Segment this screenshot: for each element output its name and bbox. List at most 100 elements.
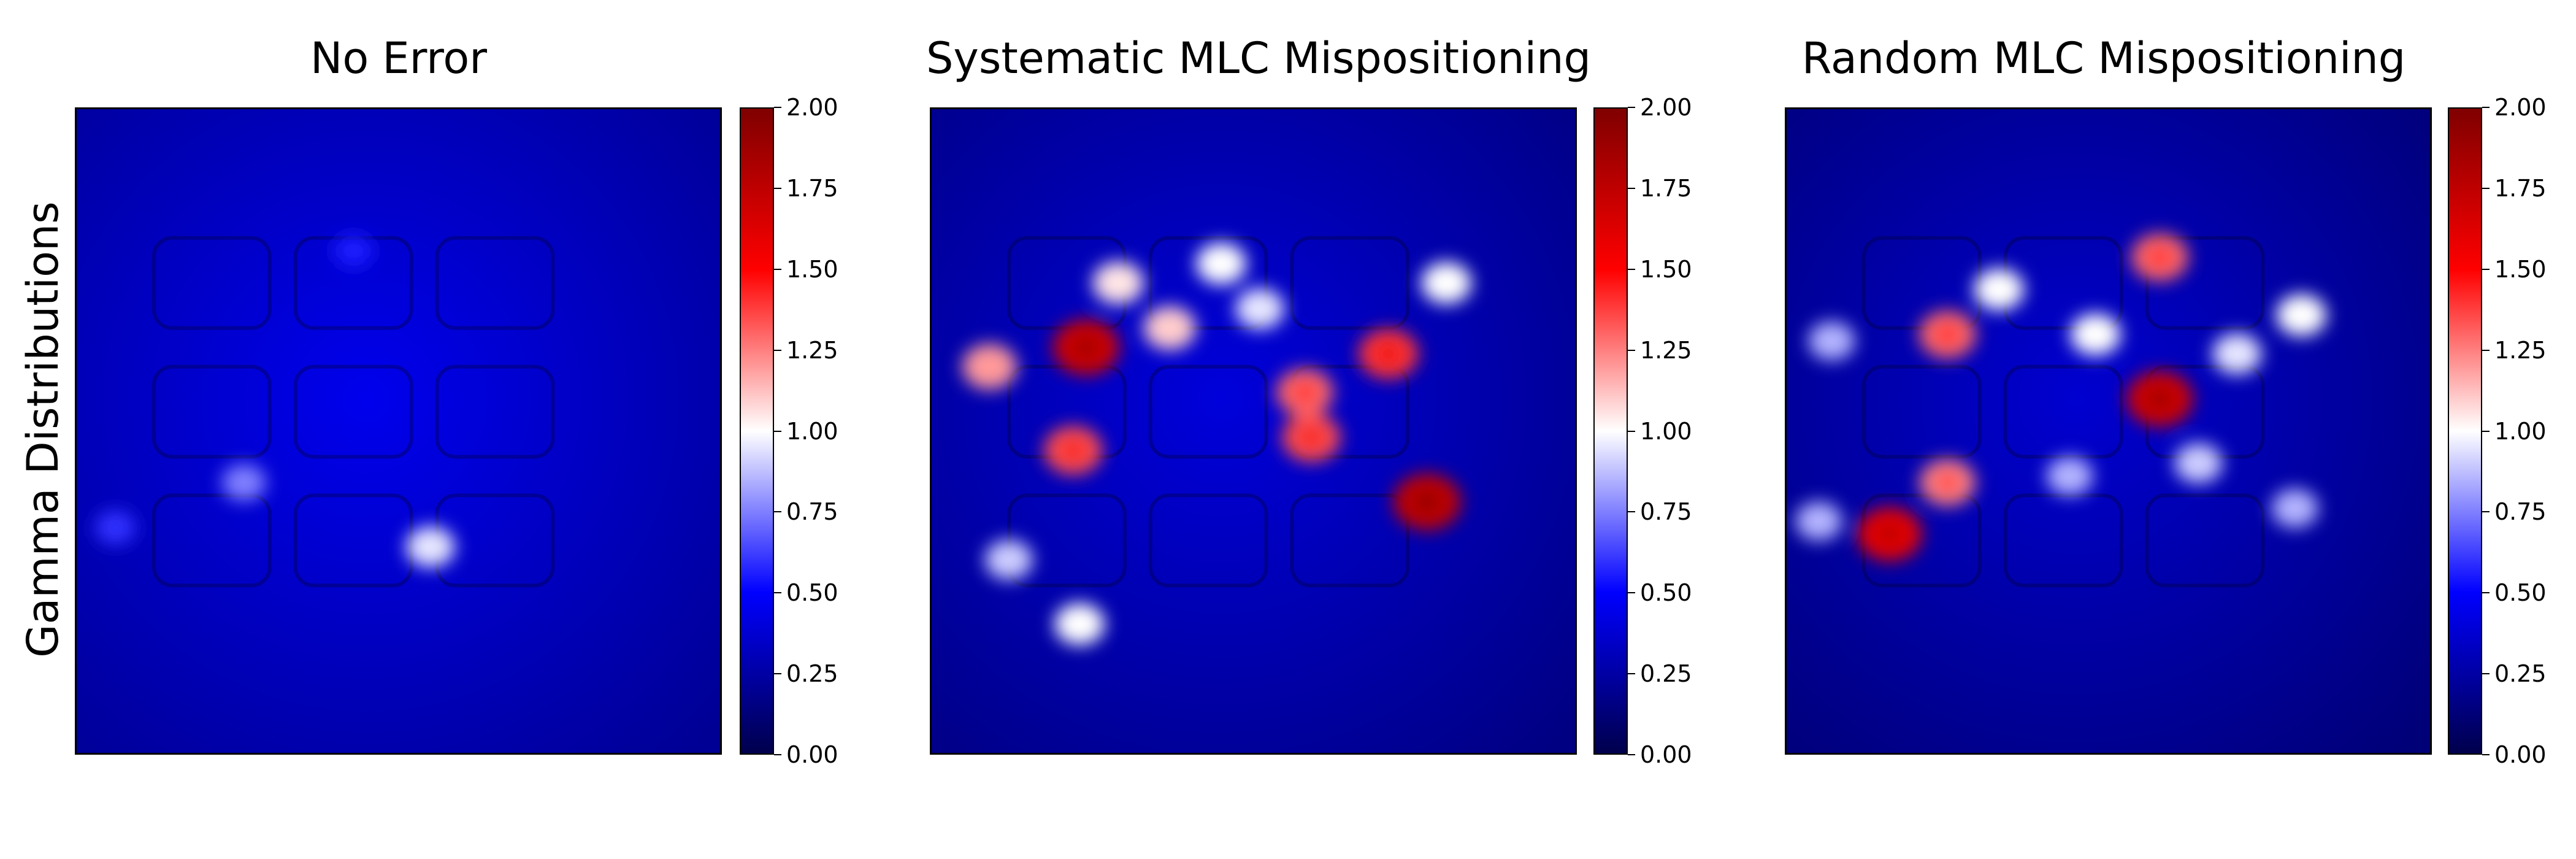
heatmap-background (1787, 109, 2430, 753)
heatmap-svg (77, 109, 720, 753)
hotspot (2174, 443, 2223, 483)
hotspot (1974, 268, 2024, 310)
colorbar-tick (2482, 430, 2490, 432)
colorbar-tick-label: 1.75 (786, 174, 838, 202)
hotspot (1092, 261, 1144, 305)
hotspot (1795, 501, 1842, 541)
hotspot-core (1073, 337, 1099, 357)
colorbar-tick-label: 0.50 (786, 579, 838, 607)
heatmap-svg (1787, 109, 2430, 753)
heatmap-svg (932, 109, 1575, 753)
hotspot (1054, 603, 1105, 645)
hotspot-core (1414, 491, 1440, 512)
colorbar-tick-label: 0.75 (2494, 498, 2547, 526)
colorbar-tick (1628, 187, 1635, 189)
colorbar-tick-label: 0.00 (786, 741, 838, 768)
colorbar-tick (1628, 268, 1635, 270)
colorbar-tick (1628, 754, 1635, 755)
hotspot (333, 234, 374, 268)
hotspot (1421, 262, 1471, 304)
colorbar-tick-label: 0.00 (1640, 741, 1692, 768)
panel-title-no-error: No Error (310, 33, 488, 83)
colorbar-tick (774, 592, 781, 594)
colorbar-tick-label: 1.25 (2494, 336, 2547, 364)
hotspot (2070, 314, 2121, 356)
colorbar-tick (774, 187, 781, 189)
colorbar-tick (1628, 430, 1635, 432)
colorbar-tick-label: 1.50 (1640, 255, 1692, 283)
colorbar-tick (1628, 349, 1635, 351)
hotspot-core (1877, 525, 1902, 544)
hotspot (2212, 333, 2262, 374)
hotspot (1196, 242, 1246, 285)
colorbar-systematic (1593, 107, 1628, 755)
colorbar-tick-label: 1.25 (1640, 336, 1692, 364)
hotspot-core (1300, 429, 1322, 446)
colorbar-tick (1628, 592, 1635, 594)
hotspot-core (1936, 326, 1958, 343)
colorbar-tick (1628, 511, 1635, 513)
hotspot (2276, 294, 2326, 336)
hotspot-core (2149, 248, 2171, 266)
heatmap-background (77, 109, 720, 753)
hotspot (221, 464, 266, 501)
colorbar-random (2448, 107, 2482, 755)
colorbar-tick-label: 1.50 (786, 255, 838, 283)
colorbar-tick (774, 268, 781, 270)
colorbar-tick (2482, 107, 2490, 108)
heatmap-background (932, 109, 1575, 753)
row-label: Gamma Distributions (18, 201, 68, 658)
panel-title-systematic: Systematic MLC Mispositioning (926, 33, 1591, 83)
hotspot-core (1294, 383, 1316, 401)
colorbar-tick (2482, 754, 2490, 755)
colorbar-tick (2482, 511, 2490, 513)
heatmap-systematic (930, 107, 1577, 755)
colorbar-tick-label: 0.50 (2494, 579, 2547, 607)
hotspot (1143, 306, 1196, 350)
hotspot-core (2147, 389, 2172, 409)
colorbar-tick-label: 1.50 (2494, 255, 2547, 283)
colorbar-tick-label: 2.00 (1640, 94, 1692, 121)
heatmap-no-error (75, 107, 722, 755)
colorbar-tick (2482, 349, 2490, 351)
hotspot (1808, 322, 1855, 361)
colorbar-tick-label: 1.00 (2494, 417, 2547, 445)
hotspot (406, 526, 455, 568)
hotspot (2271, 488, 2318, 528)
colorbar-tick-label: 1.00 (1640, 417, 1692, 445)
colorbar-tick (774, 673, 781, 675)
colorbar-tick-label: 0.25 (1640, 660, 1692, 688)
colorbar-tick (774, 349, 781, 351)
colorbar-tick-label: 2.00 (2494, 94, 2547, 121)
hotspot (1235, 288, 1284, 329)
colorbar-tick (774, 754, 781, 755)
hotspot (2046, 456, 2093, 496)
colorbar-tick (2482, 187, 2490, 189)
colorbar-tick-label: 0.75 (1640, 498, 1692, 526)
colorbar-tick-label: 1.75 (1640, 174, 1692, 202)
colorbar-tick (774, 107, 781, 108)
hotspot-core (1937, 474, 1958, 491)
colorbar-tick (1628, 107, 1635, 108)
colorbar-tick (774, 511, 781, 513)
colorbar-tick-label: 1.25 (786, 336, 838, 364)
colorbar-tick-label: 0.25 (786, 660, 838, 688)
colorbar-tick-label: 0.50 (1640, 579, 1692, 607)
colorbar-tick-label: 2.00 (786, 94, 838, 121)
hotspot (94, 510, 136, 545)
hotspot (962, 344, 1018, 390)
hotspot-core (1062, 442, 1084, 459)
colorbar-tick (2482, 592, 2490, 594)
hotspot (985, 539, 1033, 580)
colorbar-tick-label: 1.00 (786, 417, 838, 445)
colorbar-tick (2482, 268, 2490, 270)
heatmap-random (1785, 107, 2432, 755)
colorbar-tick-label: 0.25 (2494, 660, 2547, 688)
hotspot-core (1377, 345, 1400, 363)
panel-title-random: Random MLC Mispositioning (1801, 33, 2406, 83)
colorbar-tick (1628, 673, 1635, 675)
colorbar-tick-label: 0.75 (786, 498, 838, 526)
colorbar-tick-label: 0.00 (2494, 741, 2547, 768)
colorbar-no-error (740, 107, 774, 755)
